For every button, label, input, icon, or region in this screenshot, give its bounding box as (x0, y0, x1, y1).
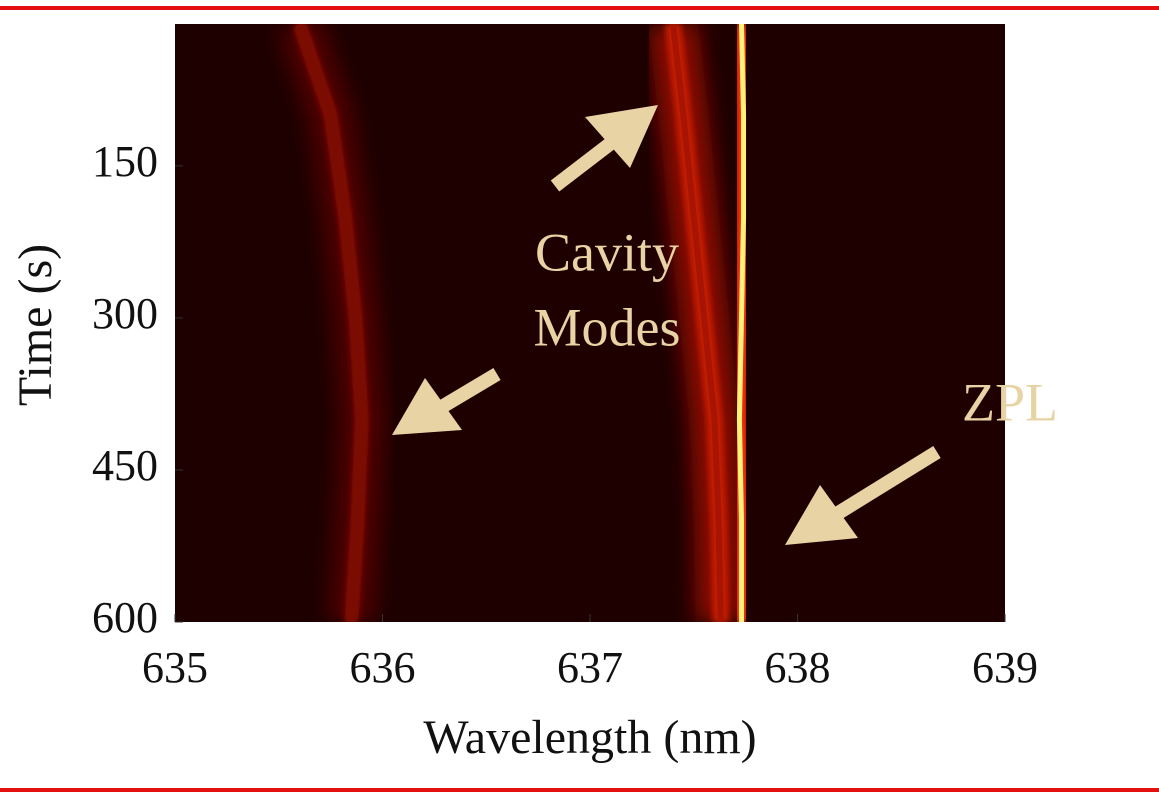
chart: 635 636 637 638 639 150 300 450 600 Wavelength (… (0, 0, 1159, 794)
y-tick-label: 600 (92, 593, 158, 642)
x-tick-label: 635 (142, 643, 208, 692)
y-tick-label: 150 (92, 137, 158, 186)
x-tick-label: 637 (557, 643, 623, 692)
y-tick-label: 300 (92, 289, 158, 338)
y-axis-title: Time (s) (9, 244, 62, 406)
annotation: Cavity (535, 222, 679, 282)
annotation: ZPL (962, 372, 1058, 432)
x-tick-label: 639 (972, 643, 1038, 692)
page: 635 636 637 638 639 150 300 450 600 Wavelength (… (0, 0, 1159, 794)
x-axis-title: Wavelength (nm) (423, 711, 756, 764)
annotation: Modes (534, 297, 681, 357)
x-tick-label: 638 (765, 643, 831, 692)
x-tick-label: 636 (350, 643, 416, 692)
y-tick-label: 450 (92, 441, 158, 490)
